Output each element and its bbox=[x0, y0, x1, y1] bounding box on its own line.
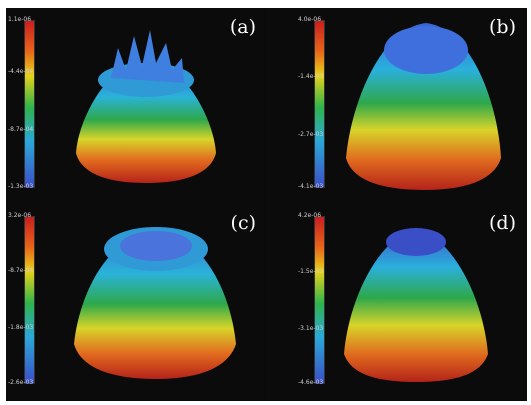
colorbar-tick: -2.6e-03 bbox=[8, 379, 34, 386]
panel-label: (a) bbox=[229, 16, 256, 38]
deformed-surface-render bbox=[344, 228, 488, 382]
colorbar-tick: -4.6e-03 bbox=[298, 379, 324, 386]
colorbar-tick: -8.7e-04 bbox=[8, 126, 34, 133]
deformed-surface-render bbox=[74, 227, 236, 379]
deformed-surface-render bbox=[76, 30, 216, 183]
panel-label: (b) bbox=[489, 16, 516, 38]
panel-label: (d) bbox=[489, 212, 516, 234]
colorbar-tick: -1.4e-03 bbox=[298, 73, 324, 80]
colorbar-tick: -8.7e-04 bbox=[8, 267, 34, 274]
panel-label: (c) bbox=[230, 212, 256, 234]
colorbar-tick: -1.5e-03 bbox=[298, 268, 324, 275]
colorbar bbox=[314, 216, 325, 384]
colorbar-tick: 3.2e-06 bbox=[8, 212, 32, 219]
colorbar-tick: 4.0e-06 bbox=[298, 16, 322, 23]
colorbar-tick: 4.2e-06 bbox=[298, 212, 322, 219]
panel-a: 1.1e-06 -4.4e-04 -8.7e-04 -1.3e-03 (a) bbox=[6, 8, 264, 203]
colorbar-tick: -1.3e-03 bbox=[8, 183, 34, 190]
colorbar-tick: 1.1e-06 bbox=[8, 16, 32, 23]
colorbar-tick: -2.7e-03 bbox=[298, 131, 324, 138]
colorbar bbox=[24, 20, 35, 188]
colorbar bbox=[24, 216, 35, 384]
deformed-surface-render bbox=[346, 23, 501, 190]
colorbar-tick: -4.4e-04 bbox=[8, 68, 34, 75]
panel-c: 3.2e-06 -8.7e-04 -1.8e-03 -2.6e-03 (c) bbox=[6, 204, 264, 399]
panel-d: 4.2e-06 -1.5e-03 -3.1e-03 -4.6e-03 (d) bbox=[266, 204, 524, 399]
colorbar bbox=[314, 20, 325, 188]
colorbar-tick: -4.1e-03 bbox=[298, 183, 324, 190]
panel-b: 4.0e-06 -1.4e-03 -2.7e-03 -4.1e-03 (b) bbox=[266, 8, 524, 203]
colorbar-tick: -3.1e-03 bbox=[298, 325, 324, 332]
colorbar-tick: -1.8e-03 bbox=[8, 324, 34, 331]
